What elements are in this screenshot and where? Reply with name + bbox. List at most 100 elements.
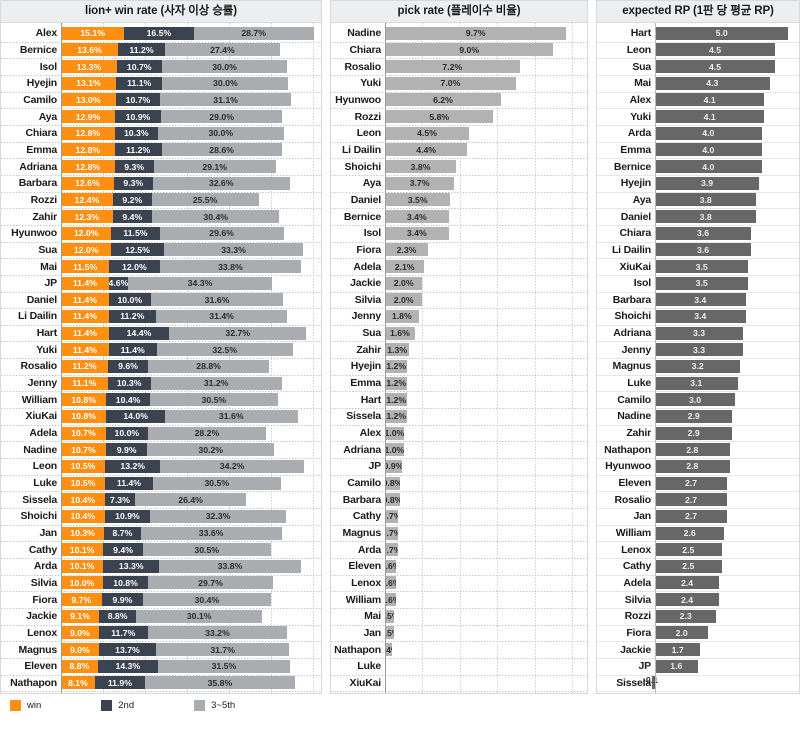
bar-track: 4.1 [655, 92, 799, 109]
bar-track: 2.8 [655, 441, 799, 458]
bar-row: Cathy 2.5 [597, 558, 799, 576]
stacked-bar: 10.8% 10.4% 30.5% [61, 393, 321, 407]
bar-segment-3-5th: 31.7% [156, 643, 290, 657]
bar-row: Fiora 2.3% [331, 242, 587, 260]
category-label: Alex [359, 427, 382, 440]
bar-segment-pick-rate: 5.8% [385, 110, 494, 124]
bar-segment-pick-rate: 4.4% [385, 143, 468, 157]
bar-track: 11.4% 14.4% 32.7% [61, 325, 321, 342]
category-label: Silvia [30, 576, 57, 589]
bar: 2.8 [655, 443, 799, 457]
bar: 0.7% [385, 526, 587, 540]
bar: 3.4 [655, 293, 799, 307]
bar-track: -0.1 [643, 675, 799, 692]
legend-item-3-5th[interactable]: 3~5th [194, 700, 235, 711]
bar-segment-2nd: 10.3% [114, 126, 158, 140]
category-label: Leon [32, 460, 57, 473]
stacked-bar: 9.0% 11.7% 33.2% [61, 626, 321, 640]
bar-segment-2nd: 11.1% [115, 76, 163, 90]
bar-track: 10.1% 9.4% 30.5% [61, 541, 321, 558]
bar-row: Li Dailin 11.4% 11.2% 31.4% [1, 308, 321, 326]
bar-segment-win: 10.0% [61, 576, 103, 590]
bar: 5.8% [385, 110, 587, 124]
bar-segment-2nd: 11.9% [94, 676, 145, 690]
bar: 0.8% [385, 493, 587, 507]
bar-row: XiuKai 3.5 [597, 258, 799, 276]
bar-track: 4.0 [655, 158, 799, 175]
bar-track: 10.4% 7.3% 26.4% [61, 491, 321, 508]
bar-segment-win: 12.8% [61, 143, 115, 157]
panel-lion-plus-win-rate: lion+ win rate (사자 이상 승률) Alex 15.1% 16.5%… [0, 0, 322, 694]
bar-row: Camilo 0.8% [331, 475, 587, 493]
bar-segment-3-5th: 34.3% [128, 276, 272, 290]
bar-row: Adriana 3.3 [597, 325, 799, 343]
row-separator [1, 41, 321, 43]
row-separator [597, 274, 799, 276]
bar-track: 1.6 [655, 658, 799, 675]
bar-segment-pick-rate: 1.0% [385, 426, 404, 440]
bar-segment-win: 10.8% [61, 409, 107, 423]
category-label: Magnus [342, 527, 382, 540]
stacked-bar: 9.7% 9.9% 30.4% [61, 593, 321, 607]
category-label: Aya [632, 193, 651, 206]
row-separator [331, 58, 587, 60]
bar-row: Lenox 0.6% [331, 575, 587, 593]
category-label: William [21, 393, 57, 406]
bar-row: Hyunwoo 2.8 [597, 458, 799, 476]
bar-row: Rozzi 12.4% 9.2% 25.5% [1, 192, 321, 210]
stacked-bar: 12.3% 9.4% 30.4% [61, 210, 321, 224]
row-separator [1, 641, 321, 643]
bar-row: Bernice 4.0 [597, 158, 799, 176]
stacked-bar: 10.5% 11.4% 30.5% [61, 476, 321, 490]
bar-track: 9.7% [385, 25, 587, 42]
bar-segment-3-5th: 30.5% [142, 543, 271, 557]
category-label: Jenny [621, 343, 652, 356]
bar-track: 2.7 [655, 475, 799, 492]
bar-track: 0.5% [385, 625, 587, 642]
stacked-bar: 12.9% 10.9% 29.0% [61, 110, 321, 124]
bar-track: 2.9 [655, 425, 799, 442]
bar-track: 5.8% [385, 108, 587, 125]
bar-negative: -0.1 [643, 675, 799, 690]
bar-track: 2.0 [655, 625, 799, 642]
bar-segment-3-5th: 33.6% [140, 526, 282, 540]
legend-item-2nd[interactable]: 2nd [101, 700, 134, 711]
row-separator [331, 291, 587, 293]
stacked-bar: 15.1% 16.5% 28.7% [61, 26, 321, 40]
bar-segment-win: 10.4% [61, 493, 105, 507]
bar-segment-3-5th: 32.3% [150, 509, 286, 523]
legend-item-win[interactable]: win [10, 700, 41, 711]
legend-label: 3~5th [211, 700, 236, 711]
bar-row: Lenox 9.0% 11.7% 33.2% [1, 625, 321, 643]
bar: 3.8 [655, 210, 799, 224]
legend-swatch-icon [101, 700, 113, 711]
row-separator [597, 108, 799, 110]
bar-segment-3-5th: 30.0% [157, 126, 284, 140]
row-separator [1, 374, 321, 376]
category-label: XiuKai [349, 676, 382, 689]
row-separator [597, 691, 799, 693]
bar-segment-expected-rp: 2.7 [655, 509, 727, 523]
bar-track: 6.2% [385, 92, 587, 109]
bar-row: Chiara 9.0% [331, 42, 587, 60]
bar-track: 4.5% [385, 125, 587, 142]
bar-row: Eleven 2.7 [597, 475, 799, 493]
bar-segment-expected-rp: 3.4 [655, 293, 746, 307]
bar-track: 2.4 [655, 575, 799, 592]
row-separator [1, 224, 321, 226]
bar: 2.4 [655, 593, 799, 607]
category-label: Eleven [618, 477, 651, 490]
bar-row: Luke 3.1 [597, 375, 799, 393]
row-separator [331, 691, 587, 693]
row-separator [1, 158, 321, 160]
bar-track: 1.6% [385, 325, 587, 342]
bar-segment-2nd: 11.2% [118, 43, 165, 57]
bar: 1.6% [385, 326, 587, 340]
row-separator [597, 508, 799, 510]
bar: 3.5% [385, 193, 587, 207]
bar-segment-3-5th: 30.5% [149, 393, 278, 407]
bar: 1.3% [385, 343, 587, 357]
bar-segment-pick-rate: 7.2% [385, 60, 520, 74]
bar-segment-expected-rp: 3.6 [655, 226, 751, 240]
bar: 2.8 [655, 459, 799, 473]
